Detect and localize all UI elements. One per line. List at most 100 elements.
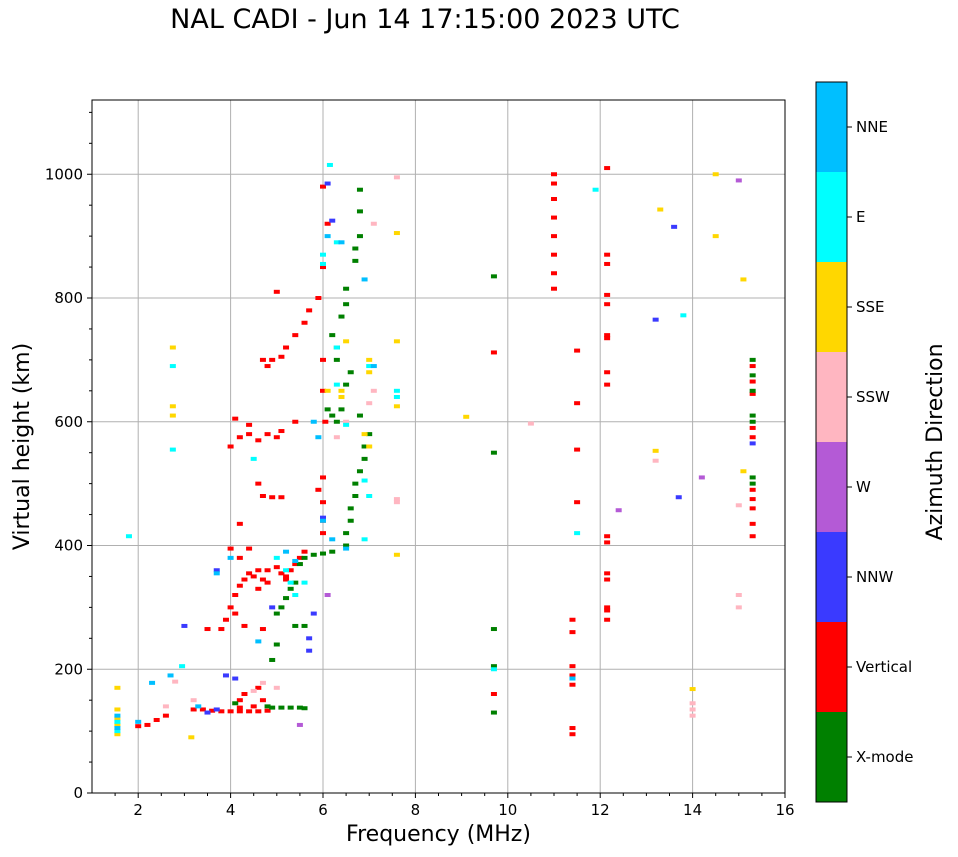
data-point (259, 627, 266, 632)
data-point (236, 583, 243, 588)
data-point (114, 685, 121, 690)
data-point (190, 698, 197, 703)
data-point (749, 435, 756, 440)
data-point (574, 531, 581, 536)
data-point (749, 364, 756, 369)
x-tick-label: 2 (133, 801, 143, 819)
data-point (209, 708, 216, 713)
data-point (218, 627, 225, 632)
data-point (232, 676, 239, 681)
data-point (393, 175, 400, 180)
data-point (241, 692, 248, 696)
data-point (490, 710, 497, 715)
data-point (255, 685, 262, 690)
data-point (338, 388, 345, 393)
data-point (162, 713, 169, 718)
data-point (283, 596, 290, 601)
data-point (393, 404, 400, 409)
series-w (296, 178, 742, 727)
data-point (324, 234, 331, 239)
data-point (393, 339, 400, 344)
data-point (333, 382, 340, 387)
data-point (292, 580, 299, 585)
data-point (574, 401, 581, 406)
data-point (329, 413, 336, 418)
data-point (287, 586, 294, 591)
data-point (615, 508, 622, 513)
data-point (604, 608, 611, 613)
data-point (551, 181, 557, 186)
data-point (698, 475, 705, 480)
data-point (246, 432, 253, 437)
data-point (393, 497, 400, 502)
data-point (278, 495, 285, 500)
y-tick-label: 1000 (45, 165, 83, 183)
data-point (292, 419, 299, 424)
data-point (301, 549, 308, 554)
colorbar-label: NNE (856, 118, 888, 136)
data-point (255, 639, 262, 644)
y-axis-label: Virtual height (km) (10, 343, 35, 550)
data-point (604, 166, 611, 171)
data-point (343, 286, 350, 291)
data-point (356, 413, 363, 418)
colorbar-label: X-mode (856, 748, 913, 766)
data-point (329, 537, 336, 542)
data-point (463, 414, 470, 419)
chart-title: NAL CADI - Jun 14 17:15:00 2023 UTC (170, 4, 680, 35)
data-point (551, 172, 557, 177)
data-point (604, 534, 611, 539)
data-point (250, 704, 257, 709)
data-point (347, 370, 354, 375)
data-point (356, 469, 363, 474)
data-point (370, 364, 377, 369)
data-point (169, 404, 176, 409)
data-point (283, 345, 290, 350)
data-point (306, 308, 313, 313)
data-point (574, 348, 581, 353)
data-point (269, 605, 276, 610)
data-point (569, 682, 576, 687)
x-tick-label: 4 (226, 801, 236, 819)
data-point (320, 357, 326, 362)
data-point (296, 562, 303, 567)
data-point (490, 667, 497, 672)
data-point (264, 708, 271, 713)
data-point (352, 246, 359, 251)
data-point (393, 500, 400, 505)
data-point (735, 605, 742, 610)
data-point (740, 469, 747, 474)
colorbar-label: SSE (856, 298, 885, 316)
data-point (264, 704, 271, 709)
data-point (227, 555, 234, 560)
data-point (320, 531, 326, 536)
data-point (310, 419, 317, 424)
data-point (246, 709, 253, 714)
data-point (162, 704, 169, 709)
data-point (310, 611, 317, 616)
data-point (278, 354, 285, 359)
data-point (675, 495, 682, 500)
data-point (329, 333, 336, 338)
data-point (749, 521, 756, 526)
data-point (287, 580, 294, 585)
colorbar-swatch-e (816, 172, 847, 262)
colorbar: X-mode Vertical NNW W SSW SSE E NNE (815, 81, 913, 803)
data-point (283, 549, 290, 554)
data-point (490, 664, 497, 669)
data-point (232, 416, 239, 421)
data-point (264, 580, 271, 585)
data-point (361, 432, 368, 437)
data-point (283, 577, 290, 582)
data-point (749, 413, 756, 418)
data-point (236, 555, 243, 560)
data-point (195, 704, 202, 709)
data-point (246, 571, 253, 576)
data-point (273, 289, 280, 294)
data-point (204, 710, 211, 715)
colorbar-swatch-nnw (816, 532, 847, 622)
data-point (352, 258, 359, 263)
data-point (250, 456, 257, 461)
data-point (227, 709, 234, 714)
series-nne (114, 234, 576, 731)
